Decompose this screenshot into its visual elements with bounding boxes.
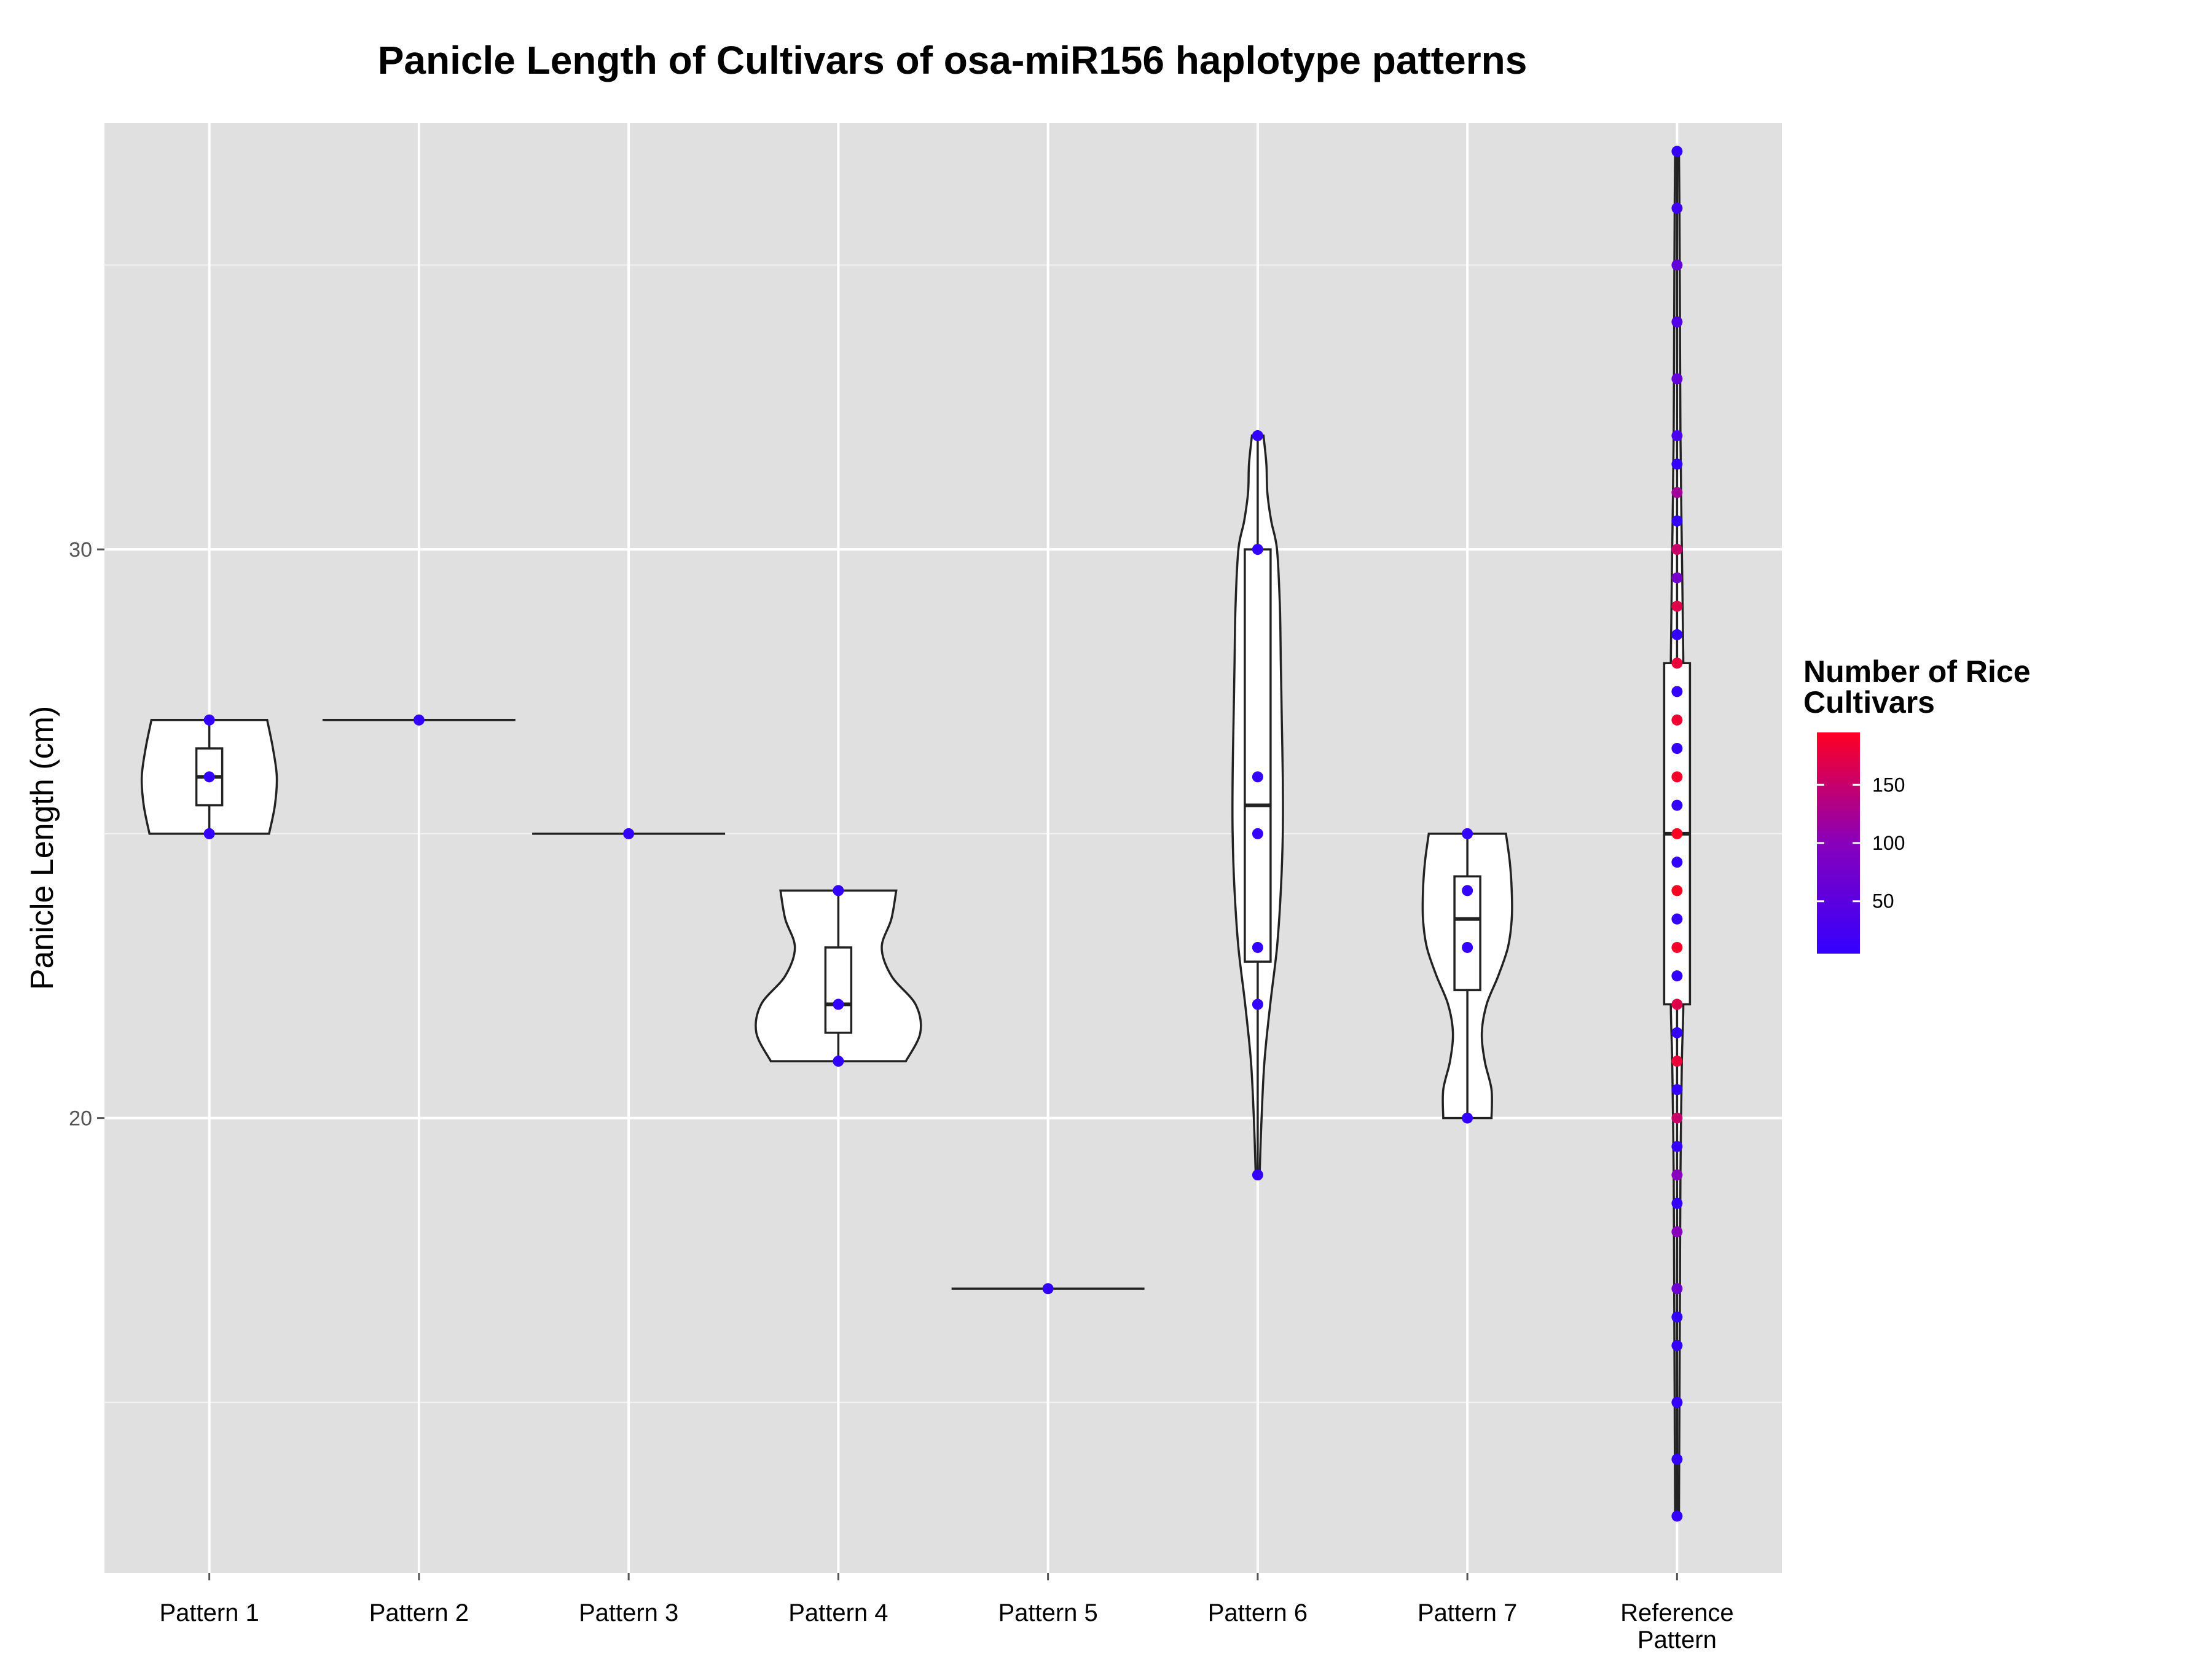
chart-title: Panicle Length of Cultivars of osa-miR15… <box>378 38 1528 82</box>
group-8-point-36 <box>1671 316 1683 327</box>
group-8-point-26 <box>1671 657 1683 669</box>
group-8-point-30 <box>1671 544 1683 555</box>
group-8-point-0 <box>1671 1510 1683 1522</box>
group-1-point-0 <box>203 828 215 839</box>
group-8-point-13 <box>1671 1027 1683 1038</box>
group-8-point-2 <box>1671 1397 1683 1408</box>
group-4-point-0 <box>833 1056 844 1067</box>
group-8-point-1 <box>1671 1453 1683 1465</box>
group-8-point-32 <box>1671 487 1683 498</box>
group-8-point-31 <box>1671 515 1683 527</box>
group-8-point-5 <box>1671 1283 1683 1295</box>
group-8-point-18 <box>1671 885 1683 896</box>
x-tick-label-2: Pattern 3 <box>579 1599 678 1626</box>
group-8-point-35 <box>1671 373 1683 385</box>
legend-title-line-1: Number of Rice <box>1803 654 2031 689</box>
group-8-point-17 <box>1671 913 1683 925</box>
group-8-point-25 <box>1671 686 1683 697</box>
x-tick-label-0: Pattern 1 <box>159 1599 259 1626</box>
group-4-box <box>824 946 853 1034</box>
group-6-box <box>1244 548 1272 963</box>
x-tick-label-7-line-1: Pattern <box>1637 1626 1717 1653</box>
group-8-point-4 <box>1671 1311 1683 1323</box>
group-8-point-14 <box>1671 998 1683 1010</box>
group-8-point-39 <box>1671 146 1683 157</box>
group-6-point-3 <box>1252 828 1263 839</box>
x-tick-label-3: Pattern 4 <box>788 1599 888 1626</box>
group-6-point-0 <box>1252 1169 1263 1181</box>
group-8-point-11 <box>1671 1084 1683 1096</box>
group-8-point-21 <box>1671 799 1683 811</box>
group-3-point-0 <box>623 828 635 839</box>
legend: Number of Rice Cultivars 50 100 150 <box>1803 654 2031 954</box>
group-5-point-0 <box>1042 1283 1054 1295</box>
group-8-point-24 <box>1671 714 1683 726</box>
group-8-point-34 <box>1671 430 1683 442</box>
group-4-point-1 <box>833 998 844 1010</box>
group-6-point-2 <box>1252 941 1263 953</box>
x-tick-label-4: Pattern 5 <box>998 1599 1097 1626</box>
group-4-point-2 <box>833 885 844 896</box>
group-8-point-19 <box>1671 857 1683 868</box>
group-6-point-6 <box>1252 430 1263 442</box>
y-axis-label: Panicle Length (cm) <box>25 706 60 990</box>
group-6-point-5 <box>1252 544 1263 555</box>
group-8-point-7 <box>1671 1198 1683 1209</box>
group-8-point-9 <box>1671 1140 1683 1152</box>
legend-tick-label-2: 150 <box>1872 774 1905 796</box>
x-tick-label-5: Pattern 6 <box>1208 1599 1308 1626</box>
y-tick-label-0: 20 <box>69 1107 92 1131</box>
legend-tick-label-1: 100 <box>1872 832 1905 854</box>
group-8-point-15 <box>1671 970 1683 982</box>
group-7-point-2 <box>1462 885 1473 896</box>
legend-ticks: 50 100 150 <box>1817 774 1905 912</box>
group-8-point-23 <box>1671 743 1683 755</box>
group-8-point-10 <box>1671 1112 1683 1124</box>
group-1-point-1 <box>203 771 215 783</box>
group-7-point-3 <box>1462 828 1473 839</box>
x-tick-label-1: Pattern 2 <box>369 1599 469 1626</box>
plot-panel <box>104 123 1782 1573</box>
group-8-point-12 <box>1671 1056 1683 1067</box>
group-2-point-0 <box>413 714 425 726</box>
x-tick-label-7-line-0: Reference <box>1620 1599 1734 1626</box>
legend-tick-label-0: 50 <box>1872 890 1894 912</box>
group-8-point-16 <box>1671 941 1683 953</box>
data-points <box>203 146 1683 1522</box>
group-8-point-6 <box>1671 1226 1683 1237</box>
x-axis: Pattern 1 Pattern 2 Pattern 3 Pattern 4 Patt… <box>159 1573 1734 1653</box>
group-8-point-27 <box>1671 629 1683 640</box>
group-8-point-29 <box>1671 572 1683 584</box>
group-1-point-2 <box>203 714 215 726</box>
group-7-point-0 <box>1462 1112 1473 1124</box>
legend-title-line-2: Cultivars <box>1803 685 1935 720</box>
group-8-point-3 <box>1671 1339 1683 1351</box>
group-7-point-1 <box>1462 941 1473 953</box>
group-8-point-38 <box>1671 202 1683 214</box>
group-6-point-1 <box>1252 998 1263 1010</box>
group-8-point-28 <box>1671 600 1683 612</box>
group-8-point-8 <box>1671 1169 1683 1181</box>
group-8-point-22 <box>1671 771 1683 783</box>
group-6-point-4 <box>1252 771 1263 783</box>
x-tick-label-6: Pattern 7 <box>1418 1599 1517 1626</box>
group-8-point-20 <box>1671 828 1683 839</box>
group-8-point-33 <box>1671 458 1683 470</box>
y-tick-label-1: 30 <box>69 538 92 562</box>
group-8-point-37 <box>1671 259 1683 271</box>
